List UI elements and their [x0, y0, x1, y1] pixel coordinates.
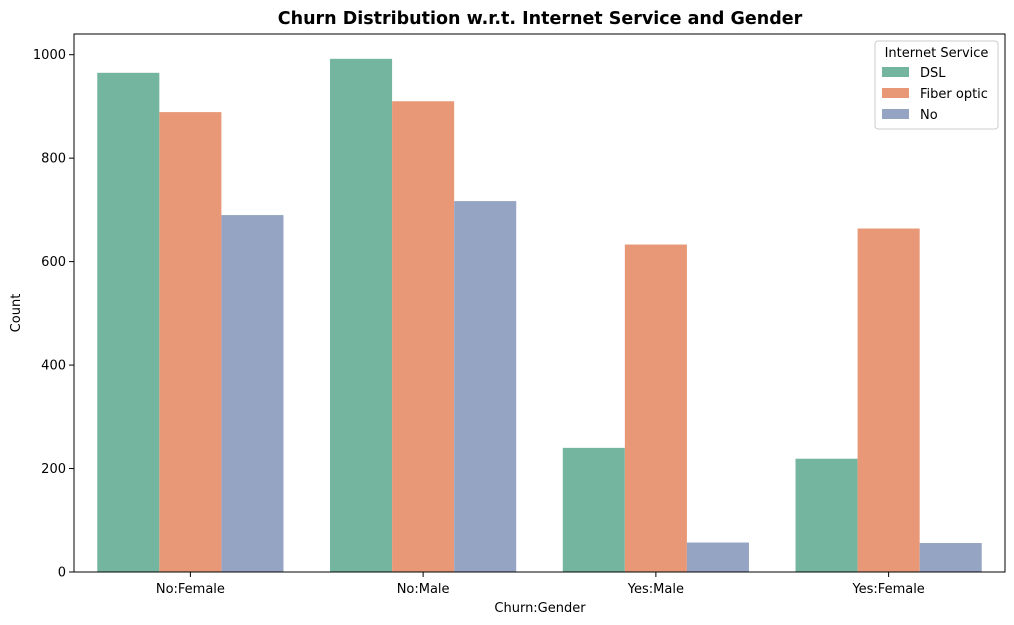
- bar-no-3: [919, 543, 982, 572]
- x-tick-label: No:Female: [156, 582, 225, 597]
- legend-entry-label: No: [920, 108, 938, 123]
- y-axis-label: Count: [9, 294, 24, 333]
- bar-fiber-optic-2: [624, 244, 687, 573]
- y-tick-label: 400: [41, 359, 66, 374]
- legend-swatch: [882, 109, 909, 119]
- legend-swatch: [882, 88, 909, 98]
- y-tick-label: 1000: [33, 48, 66, 63]
- bar-fiber-optic-0: [159, 112, 222, 573]
- plot-frame: [73, 33, 1006, 573]
- x-tick-label: Yes:Male: [627, 582, 684, 597]
- x-tick-label: Yes:Female: [851, 582, 924, 597]
- legend-title: Internet Service: [885, 46, 989, 61]
- bar-dsl-1: [330, 58, 393, 572]
- legend: Internet Service DSL Fiber optic No: [874, 40, 999, 130]
- legend-entry-label: DSL: [920, 66, 946, 81]
- bar-dsl-0: [97, 72, 160, 573]
- x-tick-label: No:Male: [397, 582, 450, 597]
- y-tick-label: 0: [58, 566, 66, 581]
- bar-no-1: [454, 201, 517, 572]
- bar-fiber-optic-3: [857, 228, 920, 572]
- bar-no-2: [686, 542, 749, 572]
- y-tick-label: 800: [41, 152, 66, 167]
- bar-fiber-optic-1: [392, 101, 455, 572]
- axes: 0 200 400 600 800 1000 No:Female No:Male Yes:Mal…: [33, 33, 1006, 597]
- bar-dsl-3: [795, 458, 858, 572]
- bar-no-0: [221, 215, 284, 572]
- y-tick-label: 600: [41, 255, 66, 270]
- bars: [97, 58, 982, 573]
- legend-box: [874, 40, 999, 130]
- y-tick-label: 200: [41, 462, 66, 477]
- legend-entry-label: Fiber optic: [920, 87, 988, 102]
- legend-swatch: [882, 67, 909, 77]
- chart-title: Churn Distribution w.r.t. Internet Servi…: [278, 9, 803, 29]
- x-axis-label: Churn:Gender: [494, 601, 586, 616]
- bar-dsl-2: [562, 447, 625, 572]
